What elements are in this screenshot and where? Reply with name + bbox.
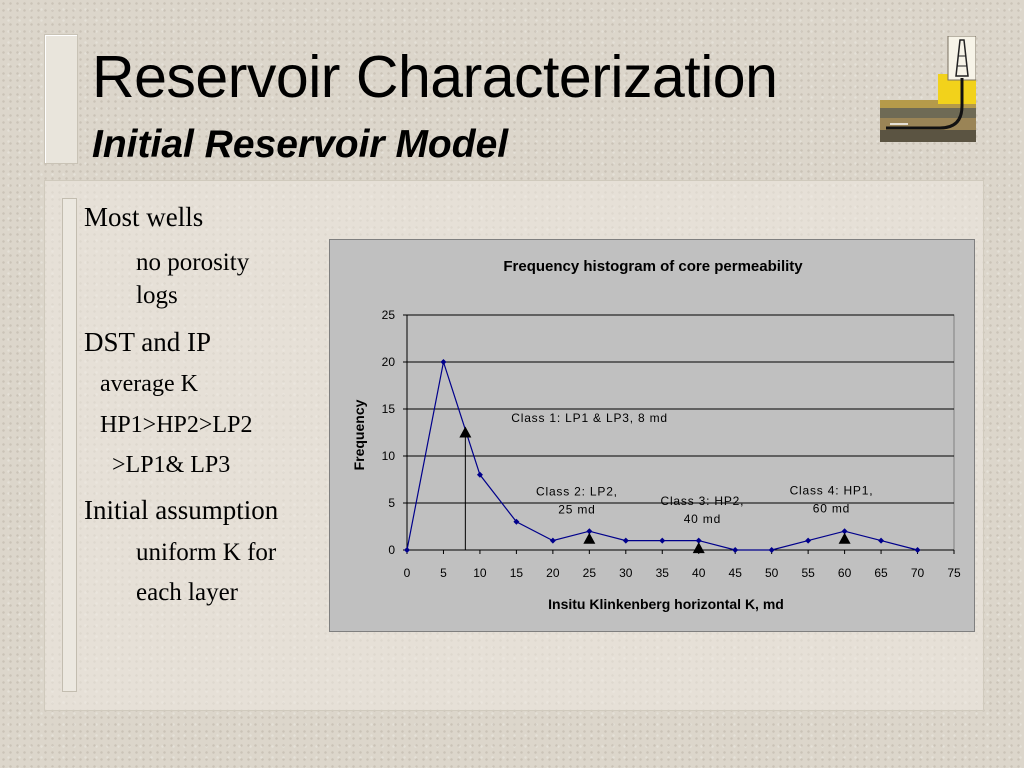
x-tick-label: 65 [874, 566, 888, 580]
chart-title: Frequency histogram of core permeability [503, 258, 803, 275]
y-tick-label: 15 [382, 402, 396, 416]
class-annotation-label: 60 md [813, 502, 850, 516]
bullet-list: Most wells no porosity logs DST and IP a… [84, 0, 334, 768]
x-tick-label: 60 [838, 566, 852, 580]
title-accent-bar [44, 34, 78, 164]
class-annotation-label: 25 md [558, 502, 595, 516]
data-point [841, 528, 848, 535]
data-point [878, 537, 885, 544]
sub-bullet-average-k: average K [100, 371, 198, 397]
x-tick-label: 35 [656, 566, 670, 580]
class-annotation-label: Class 1: LP1 & LP3, 8 md [511, 411, 668, 425]
class-marker [838, 532, 851, 544]
sub-bullet-each-layer: each layer [136, 579, 239, 606]
data-point [695, 537, 702, 544]
y-tick-label: 10 [382, 449, 396, 463]
x-tick-label: 0 [404, 566, 411, 580]
class-annotation-label: 40 md [684, 512, 721, 526]
data-point [476, 471, 483, 478]
x-tick-label: 75 [947, 566, 961, 580]
x-tick-label: 40 [692, 566, 706, 580]
y-tick-label: 20 [382, 355, 396, 369]
data-point [659, 537, 666, 544]
y-axis-label: Frequency [351, 399, 367, 470]
x-tick-label: 70 [911, 566, 925, 580]
bullet-accent-bar [62, 198, 77, 692]
data-point [768, 547, 775, 553]
sub-bullet-uniform-k: uniform K for [136, 539, 277, 566]
class-annotation-label: Class 3: HP2, [660, 494, 744, 508]
x-tick-label: 10 [473, 566, 487, 580]
class-annotation-label: Class 2: LP2, [536, 484, 618, 498]
data-point [805, 537, 812, 544]
x-tick-label: 45 [729, 566, 743, 580]
data-point [914, 547, 921, 553]
data-point [586, 528, 593, 535]
x-tick-label: 5 [440, 566, 447, 580]
sub-bullet-logs: logs [136, 282, 178, 309]
chart-canvas: Frequency histogram of core permeability… [351, 258, 961, 612]
plot-background [406, 314, 955, 551]
slide-subtitle: Initial Reservoir Model [92, 123, 509, 166]
class-marker [583, 532, 596, 544]
x-tick-label: 15 [510, 566, 524, 580]
class-marker [459, 426, 472, 438]
x-tick-label: 50 [765, 566, 779, 580]
bullet-initial-assumption: Initial assumption [84, 495, 279, 525]
permeability-chart: Frequency histogram of core permeability… [329, 239, 975, 632]
x-tick-label: 30 [619, 566, 633, 580]
x-tick-label: 25 [583, 566, 597, 580]
y-tick-label: 5 [388, 496, 395, 510]
y-tick-label: 0 [388, 543, 395, 557]
data-point [732, 547, 739, 553]
y-tick-label: 25 [382, 308, 396, 322]
class-marker [692, 542, 705, 554]
class-annotation-label: Class 4: HP1, [790, 484, 874, 498]
sub-bullet-no-porosity: no porosity [136, 249, 250, 276]
data-point [622, 537, 629, 544]
oil-derrick-reservoir-icon [880, 36, 976, 142]
slide-title: Reservoir Characterization [92, 44, 778, 110]
bullet-dst-ip: DST and IP [84, 327, 212, 357]
sub-bullet-lp-order: >LP1& LP3 [112, 452, 231, 478]
data-point [513, 518, 520, 525]
x-tick-label: 55 [801, 566, 815, 580]
data-point [440, 359, 447, 365]
data-point [404, 547, 410, 553]
x-tick-label: 20 [546, 566, 560, 580]
sub-bullet-hp-order: HP1>HP2>LP2 [100, 412, 253, 438]
plot-area: 0 5 10 15 20 25 0 5 10 15 20 25 30 35 40 45 50 55 60 65 70 75… [382, 308, 961, 580]
bullet-most-wells: Most wells [84, 202, 204, 232]
data-point [549, 537, 556, 544]
x-axis-label: Insitu Klinkenberg horizontal K, md [548, 596, 784, 612]
